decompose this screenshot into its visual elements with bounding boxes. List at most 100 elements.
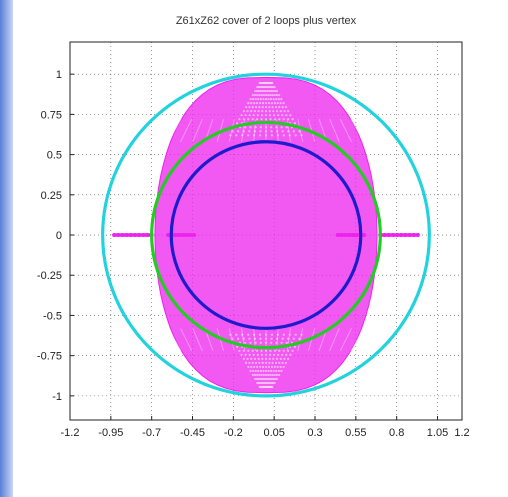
magenta-point — [257, 357, 260, 360]
magenta-point — [173, 233, 178, 238]
magenta-point — [258, 373, 261, 377]
circle-series-0.58 — [169, 140, 363, 330]
magenta-point — [247, 102, 250, 105]
magenta-point — [262, 98, 265, 101]
magenta-stripe — [180, 328, 193, 352]
magenta-point — [271, 373, 274, 377]
magenta-point — [293, 122, 296, 125]
magenta-point — [260, 118, 263, 121]
magenta-point — [273, 349, 276, 352]
magenta-point — [251, 106, 254, 109]
magenta-point — [281, 353, 284, 356]
magenta-point — [339, 233, 344, 238]
magenta-point — [257, 98, 260, 101]
magenta-point — [260, 353, 264, 356]
magenta-point — [242, 357, 245, 360]
magenta-point — [242, 118, 245, 121]
y-tick-label: -0.5 — [43, 310, 62, 322]
magenta-point — [281, 114, 284, 117]
magenta-point — [241, 134, 244, 137]
magenta-point — [276, 102, 279, 105]
x-tick-label: -0.2 — [224, 427, 243, 439]
magenta-point — [240, 353, 243, 356]
magenta-point — [268, 361, 271, 364]
magenta-point — [272, 357, 275, 360]
magenta-point — [280, 98, 283, 101]
magenta-point — [278, 349, 281, 352]
magenta-point — [256, 373, 259, 377]
magenta-stripe — [329, 119, 340, 142]
magenta-point — [284, 361, 287, 364]
magenta-point — [244, 114, 247, 117]
magenta-point — [399, 233, 404, 238]
magenta-point — [276, 365, 279, 369]
magenta-point — [287, 110, 290, 113]
magenta-point — [236, 122, 239, 125]
magenta-point — [267, 93, 270, 97]
magenta-point — [245, 361, 248, 364]
magenta-point — [264, 130, 268, 133]
magenta-point — [264, 361, 268, 364]
magenta-point — [264, 369, 268, 373]
magenta-point — [273, 102, 276, 105]
magenta-point — [256, 353, 259, 356]
magenta-point — [415, 233, 420, 238]
magenta-point — [264, 134, 268, 137]
magenta-point — [273, 118, 276, 121]
magenta-point — [282, 102, 285, 105]
y-tick-label: -0.75 — [37, 351, 62, 363]
magenta-point — [254, 106, 258, 109]
magenta-point — [354, 233, 359, 238]
magenta-point — [260, 114, 264, 117]
magenta-point — [288, 333, 291, 336]
magenta-point — [264, 118, 268, 121]
magenta-point — [251, 118, 254, 121]
magenta-point — [275, 126, 278, 129]
axes-box — [69, 41, 463, 421]
magenta-point — [124, 233, 129, 238]
magenta-point — [256, 102, 259, 105]
magenta-point — [250, 357, 253, 360]
magenta-point — [145, 233, 150, 238]
magenta-point — [289, 114, 292, 117]
magenta-point — [285, 353, 288, 356]
magenta-point — [264, 106, 268, 109]
y-tick-label: 0.75 — [41, 109, 62, 121]
magenta-point — [261, 110, 264, 113]
magenta-point — [277, 353, 280, 356]
magenta-point — [237, 337, 240, 340]
magenta-point — [258, 93, 261, 97]
magenta-point — [343, 233, 348, 238]
magenta-point — [275, 341, 278, 344]
magenta-point — [292, 130, 295, 133]
magenta-point — [253, 357, 257, 360]
magenta-point — [300, 134, 303, 137]
y-tick-label: 0 — [56, 230, 62, 242]
magenta-point — [259, 341, 262, 344]
magenta-point — [270, 337, 273, 340]
magenta-point — [280, 126, 283, 129]
magenta-point — [237, 130, 240, 133]
magenta-point — [282, 349, 285, 352]
magenta-point — [242, 130, 245, 133]
magenta-point — [274, 106, 278, 109]
magenta-stripe — [297, 328, 304, 351]
magenta-point — [262, 373, 265, 377]
magenta-point — [284, 106, 287, 109]
magenta-stripe — [192, 119, 203, 142]
magenta-point — [244, 353, 247, 356]
x-tick-label: 0.55 — [345, 427, 366, 439]
magenta-point — [254, 126, 257, 129]
magenta-point — [246, 110, 249, 113]
window-edge-strip — [0, 0, 13, 497]
magenta-point — [289, 353, 292, 356]
magenta-point — [229, 134, 232, 137]
magenta-point — [177, 233, 182, 238]
magenta-series — [112, 76, 420, 394]
magenta-stripe — [167, 328, 182, 352]
magenta-point — [255, 377, 259, 381]
magenta-point — [269, 93, 272, 97]
magenta-point — [294, 333, 297, 336]
magenta-point — [264, 114, 268, 117]
